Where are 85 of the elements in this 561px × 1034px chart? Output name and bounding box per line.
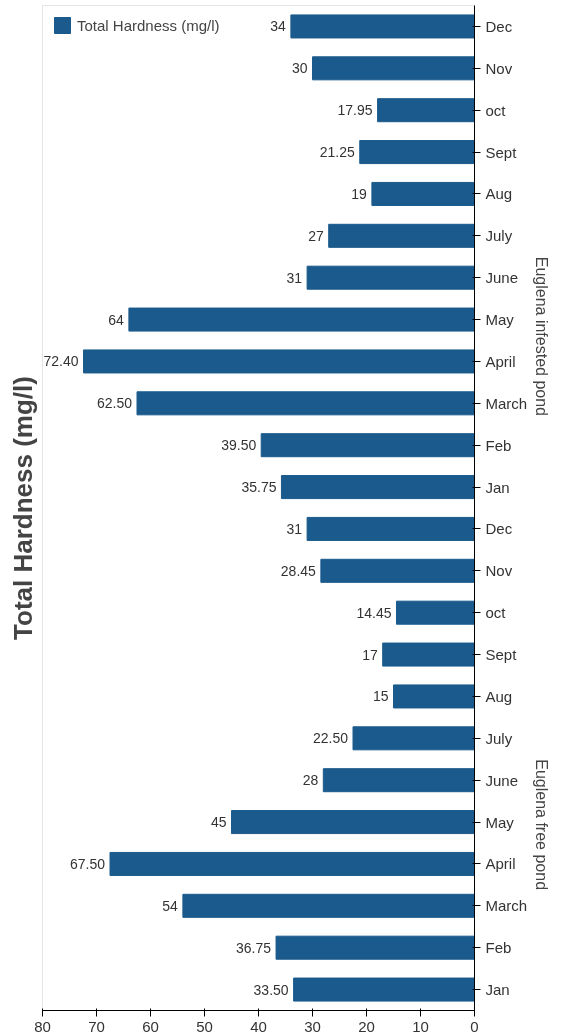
bar (312, 56, 475, 81)
bar (293, 977, 475, 1002)
y-tick-label: Dec (485, 520, 513, 538)
data-label: 14.45 (356, 604, 392, 621)
text: Total Hardness (mg/l) (7, 376, 38, 640)
x-tick-label: 10 (412, 1017, 429, 1034)
data-label: 67.50 (69, 855, 106, 872)
data-label: 15 (372, 688, 389, 705)
data-label: 31 (286, 269, 303, 286)
data-label: 72.40 (43, 353, 79, 370)
text: Euglena free pond (533, 759, 550, 891)
bar (322, 768, 475, 793)
y-tick-label: May (485, 311, 515, 329)
bar (290, 14, 475, 39)
data-label: 33.50 (253, 981, 289, 998)
y-tick-label: July (485, 227, 513, 245)
data-label: 54 (162, 897, 179, 914)
x-tick-label: 20 (358, 1017, 375, 1034)
bar (393, 684, 475, 709)
y-tick-label: Jan (485, 478, 510, 496)
y-tick-label: July (485, 729, 513, 747)
y-tick-label: March (485, 897, 528, 915)
bar (306, 265, 475, 290)
x-tick-label: 40 (250, 1017, 267, 1034)
data-label: 31 (286, 520, 303, 537)
y-tick-label: Nov (485, 59, 513, 77)
bar (260, 433, 475, 458)
data-label: 27 (308, 227, 324, 244)
data-label: 21.25 (319, 144, 355, 161)
text: Euglena infested pond (533, 256, 550, 416)
data-label: 17 (362, 646, 378, 663)
y-tick-label: April (485, 855, 516, 873)
y-tick-label: May (485, 813, 515, 831)
y-tick-label: Sept (485, 143, 518, 161)
data-label: 34 (270, 18, 287, 35)
bar (306, 516, 475, 541)
bar (83, 349, 475, 374)
x-tick-label: 30 (304, 1017, 321, 1034)
bar (377, 98, 475, 123)
y-tick-label: June (485, 269, 519, 287)
y-tick-label: Jan (485, 981, 510, 999)
data-label: 19 (351, 185, 368, 202)
y-tick-label: Sept (485, 646, 518, 664)
y-tick-label: Nov (485, 562, 513, 580)
y-tick-label: Dec (485, 17, 513, 35)
data-label: 36.75 (236, 939, 272, 956)
bar (352, 726, 475, 751)
data-label: 35.75 (241, 479, 277, 496)
x-tick-label: 70 (88, 1017, 105, 1034)
bar (320, 558, 475, 583)
bar (280, 475, 475, 500)
y-tick-label: March (485, 394, 528, 412)
data-label: 17.95 (337, 102, 373, 119)
bar (382, 642, 475, 667)
y-tick-label: April (485, 352, 516, 370)
data-label: 22.50 (312, 730, 349, 747)
data-label: 39.50 (221, 437, 257, 454)
y-tick-label: Aug (485, 185, 513, 203)
bar (182, 893, 475, 918)
x-tick-label: 0 (470, 1017, 479, 1034)
y-tick-label: June (485, 771, 519, 789)
bar (395, 600, 475, 625)
data-label: 45 (210, 814, 227, 831)
bar (128, 307, 475, 332)
data-label: 64 (108, 311, 125, 328)
bar (109, 851, 475, 876)
y-tick-label: Feb (485, 939, 512, 957)
data-label: 28 (302, 772, 319, 789)
legend-label: Total Hardness (mg/l) (77, 16, 220, 34)
x-tick-label: 50 (196, 1017, 213, 1034)
bar (136, 391, 475, 416)
data-label: 30 (291, 60, 308, 77)
x-tick-label: 80 (34, 1017, 51, 1034)
x-tick-label: 60 (142, 1017, 159, 1034)
bar (371, 181, 475, 206)
y-tick-label: oct (485, 101, 507, 119)
data-label: 28.45 (280, 562, 317, 579)
data-label: 62.50 (96, 395, 133, 412)
bar (231, 810, 475, 835)
bar (359, 140, 475, 165)
bar (328, 223, 475, 248)
y-tick-label: Aug (485, 687, 513, 705)
y-tick-label: Feb (485, 436, 512, 454)
y-tick-label: oct (485, 604, 507, 622)
bar (275, 935, 475, 960)
